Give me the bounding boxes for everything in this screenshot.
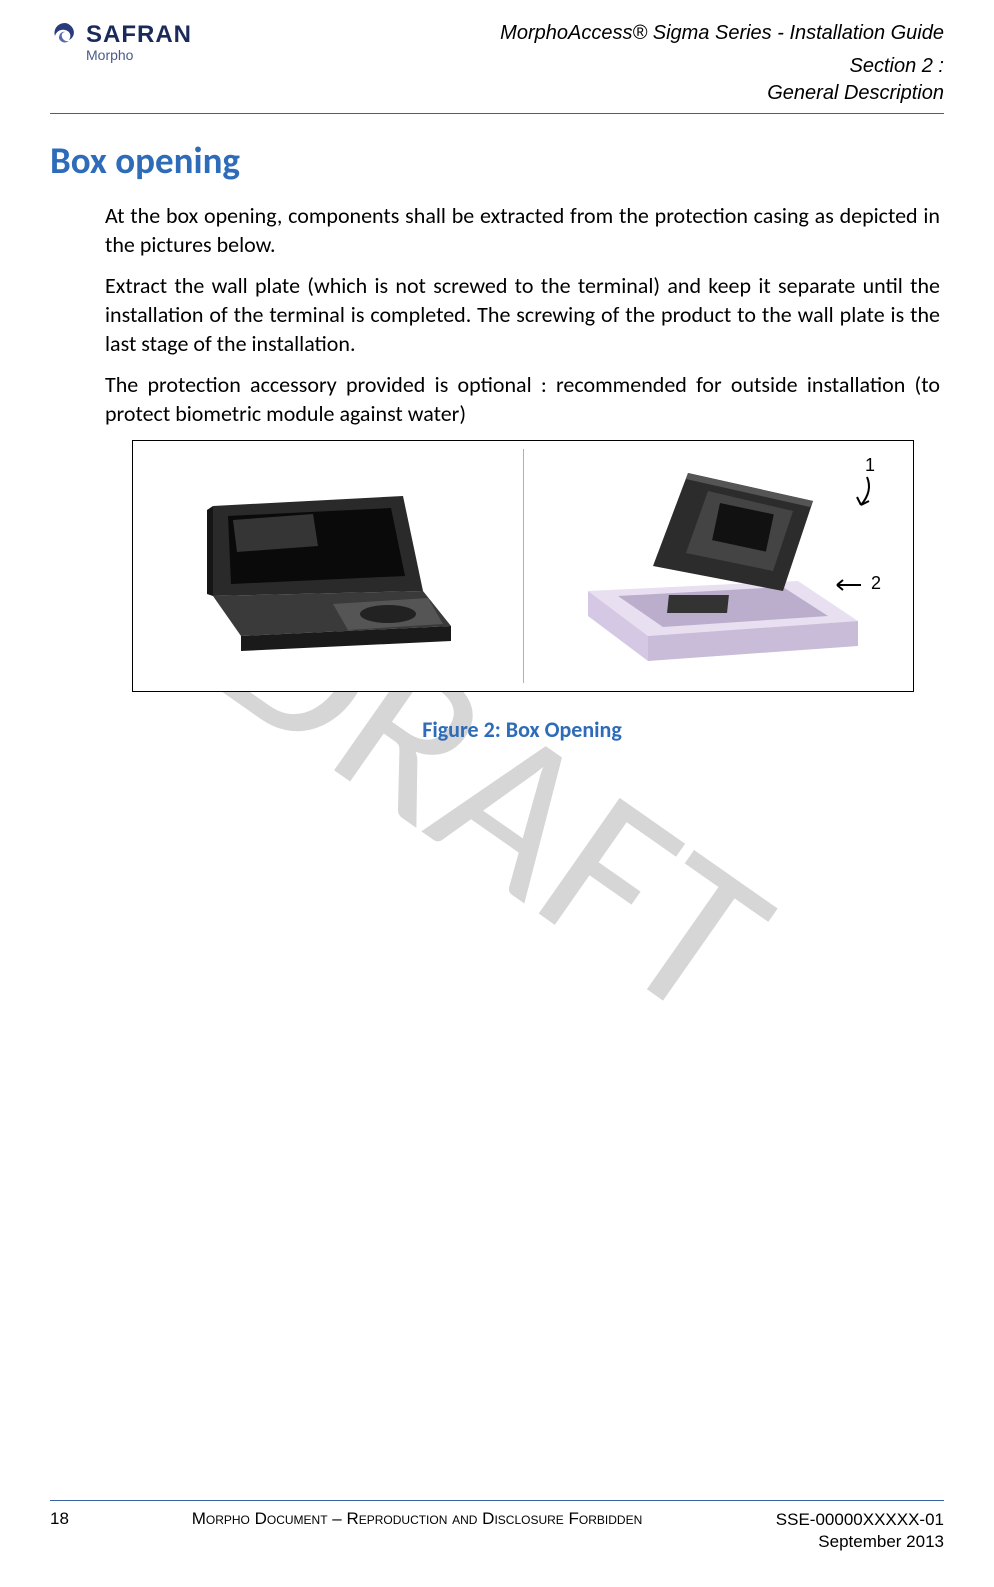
arrow-2-icon	[833, 577, 863, 593]
figure-left-panel: MorphoAccess Sigma terminal front view	[133, 441, 523, 691]
brand-secondary-text: Morpho	[86, 48, 192, 62]
terminal-device-image: MorphoAccess Sigma terminal front view	[193, 476, 463, 656]
figure-block: MorphoAccess Sigma terminal front view	[132, 440, 912, 743]
paragraph-1: At the box opening, components shall be …	[50, 201, 944, 259]
brand-logo: SAFRAN Morpho	[50, 20, 192, 62]
packaging-device-image: Wall plate being separated from packagin…	[558, 461, 878, 671]
arrow-1-icon	[839, 473, 875, 513]
page-header: SAFRAN Morpho MorphoAccess® Sigma Series…	[50, 20, 944, 114]
paragraph-2: Extract the wall plate (which is not scr…	[50, 271, 944, 358]
section-label-line2: General Description	[500, 80, 944, 107]
doc-title: MorphoAccess® Sigma Series - Installatio…	[500, 20, 944, 47]
paragraph-3: The protection accessory provided is opt…	[50, 370, 944, 428]
brand-primary-text: SAFRAN	[86, 23, 192, 47]
figure-right-panel: Wall plate being separated from packagin…	[524, 441, 914, 691]
figure-callout-2: 2	[871, 573, 881, 594]
safran-swirl-icon	[50, 20, 80, 50]
footer-doc-ref: SSE-00000XXXXX-01	[724, 1509, 944, 1531]
footer-date: September 2013	[724, 1531, 944, 1553]
section-heading: Box opening	[50, 138, 944, 183]
figure-frame: MorphoAccess Sigma terminal front view	[132, 440, 914, 692]
page-footer: 18 Morpho Document – Reproduction and Di…	[50, 1500, 944, 1553]
section-label-line1: Section 2 :	[500, 53, 944, 80]
figure-caption: Figure 2: Box Opening	[132, 716, 912, 743]
footer-page-number: 18	[50, 1509, 110, 1553]
footer-center-text: Morpho Document – Reproduction and Discl…	[110, 1509, 724, 1553]
